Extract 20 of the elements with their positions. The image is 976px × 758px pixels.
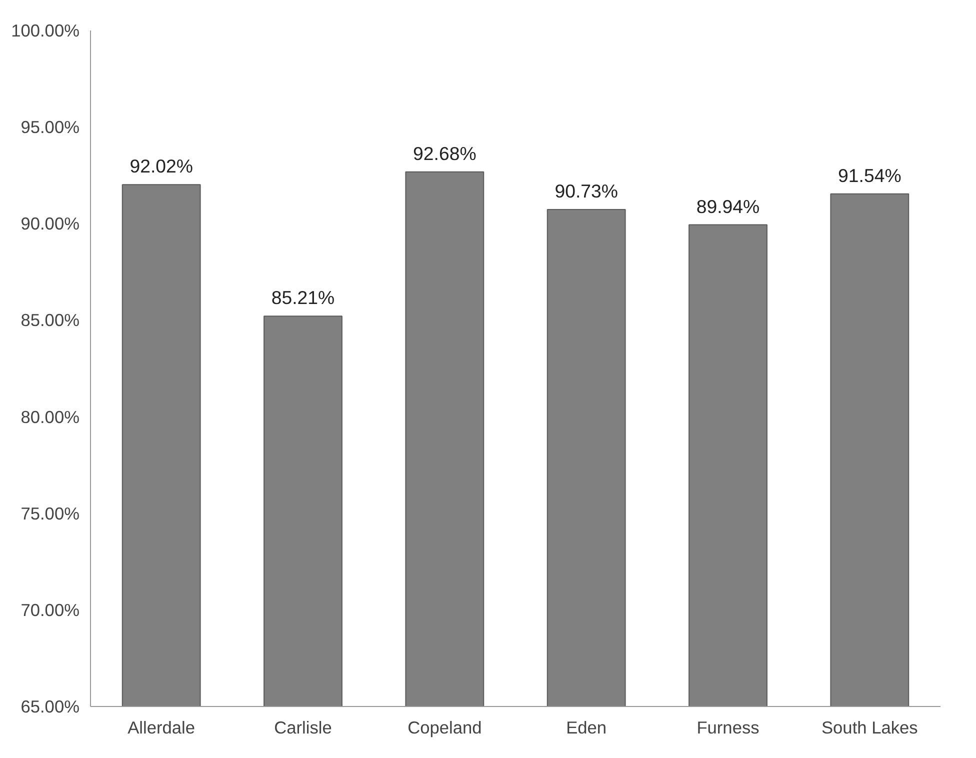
y-tick-label: 80.00% [20, 406, 80, 427]
x-tick-label: Eden [566, 718, 607, 738]
x-tick-label: Copeland [408, 718, 482, 738]
y-tick-label: 70.00% [20, 600, 80, 620]
y-tick-label: 90.00% [20, 214, 80, 234]
y-tick-label: 75.00% [20, 503, 80, 524]
x-tick-label: Allerdale [128, 718, 196, 738]
data-label: 92.02% [130, 156, 193, 177]
data-label: 90.73% [554, 180, 618, 202]
data-label: 92.68% [413, 142, 476, 164]
y-tick-label: 65.00% [20, 696, 80, 716]
data-label: 89.94% [696, 196, 760, 217]
data-label: 85.21% [271, 287, 335, 308]
x-tick-label: Furness [696, 718, 760, 738]
data-label: 91.54% [838, 164, 902, 186]
y-tick-label: 85.00% [20, 310, 80, 330]
x-tick-label: Carlisle [274, 718, 332, 738]
y-tick-label: 95.00% [20, 117, 80, 138]
x-tick-label: South Lakes [822, 718, 918, 738]
y-tick-label: 100.00% [11, 20, 80, 40]
